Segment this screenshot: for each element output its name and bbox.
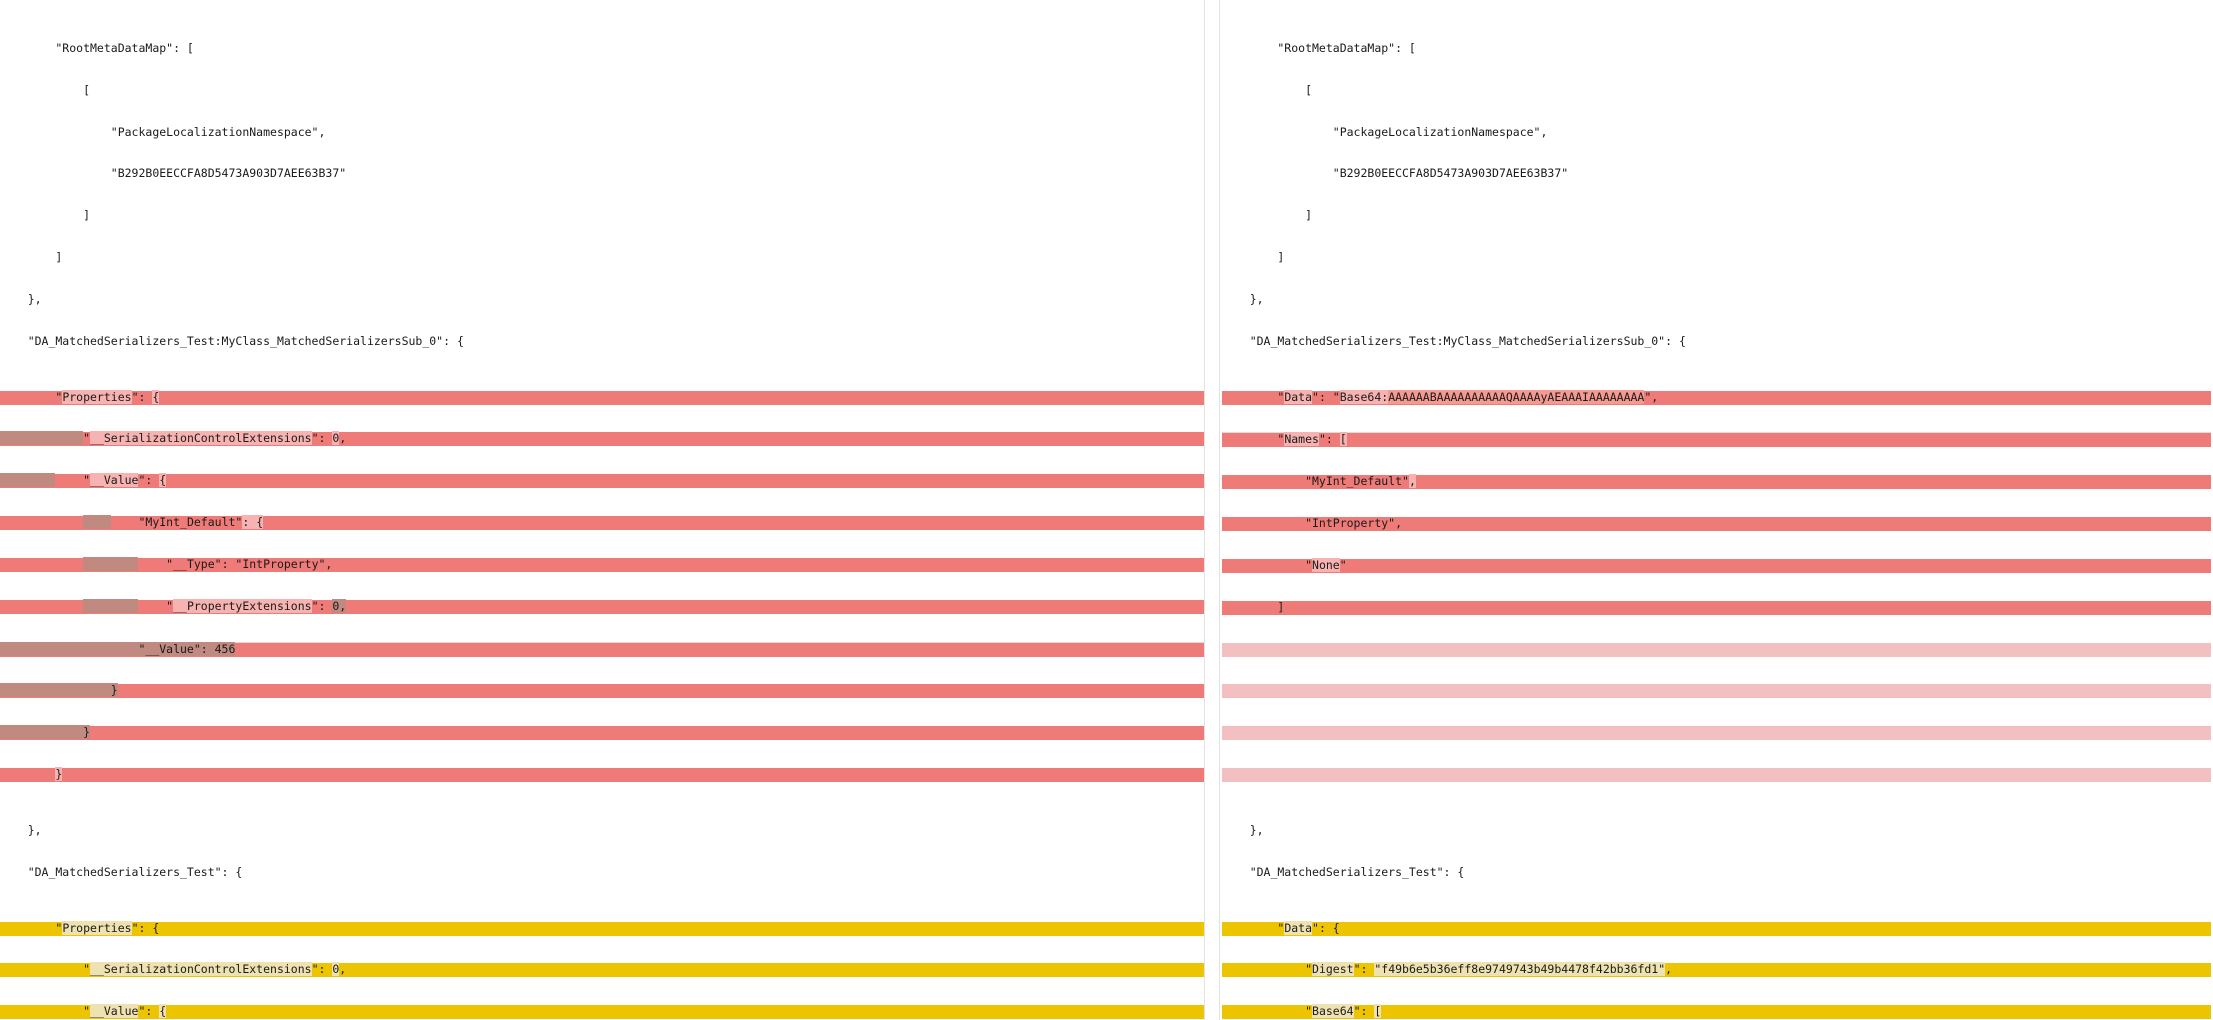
code-line: ] xyxy=(0,250,63,265)
code-line: ] xyxy=(1222,250,1285,265)
code-line-changed: "__Value": { xyxy=(0,1004,1204,1020)
code-line-added: "Data": "Base64:AAAAAABAAAAAAAAAAQAAAAyA… xyxy=(1222,389,2211,405)
code-line-deleted: "Properties": { xyxy=(0,389,1204,405)
code-line: }, xyxy=(1222,822,1264,837)
code-line-deleted: "__SerializationControlExtensions": 0, xyxy=(0,431,1204,447)
code-line-deleted: } xyxy=(0,767,1204,783)
diff-pane-left[interactable]: "RootMetaDataMap": [ [ "PackageLocalizat… xyxy=(0,0,1204,1020)
code-line: "DA_MatchedSerializers_Test": { xyxy=(1222,864,1465,879)
code-line-pad xyxy=(1222,768,2211,783)
code-line-added: "None" xyxy=(1222,557,2211,573)
code-line: [ xyxy=(1222,82,1313,97)
code-line-changed: "Data": { xyxy=(1222,920,2211,936)
code-line-added: "Names": [ xyxy=(1222,432,2211,448)
code-line-deleted: "__Type": "IntProperty", xyxy=(0,556,1204,572)
code-line-added: ] xyxy=(1222,600,2211,615)
code-line-pad xyxy=(1222,642,2211,657)
code-line-deleted: "__PropertyExtensions": 0, xyxy=(0,598,1204,614)
right-code-block: "RootMetaDataMap": [ [ "PackageLocalizat… xyxy=(1220,0,2211,1020)
code-line-pad xyxy=(1222,684,2211,699)
code-line-changed: "Digest": "f49b6e5b36eff8e9749743b49b447… xyxy=(1222,962,2211,978)
code-line-deleted: "MyInt_Default": { xyxy=(0,515,1204,531)
code-line: "PackageLocalizationNamespace", xyxy=(1222,124,1548,139)
code-line: "PackageLocalizationNamespace", xyxy=(0,124,326,139)
code-line-changed: "Properties": { xyxy=(0,920,1204,936)
code-line-added: "IntProperty", xyxy=(1222,516,2211,532)
code-line: "B292B0EECCFA8D5473A903D7AEE63B37" xyxy=(0,166,347,181)
code-line-added: "MyInt_Default", xyxy=(1222,474,2211,490)
code-line: "DA_MatchedSerializers_Test:MyClass_Matc… xyxy=(1222,333,1686,348)
code-line-deleted: } xyxy=(0,683,1204,699)
pane-divider xyxy=(1204,0,1220,1020)
code-line: "DA_MatchedSerializers_Test:MyClass_Matc… xyxy=(0,333,464,348)
code-line-deleted: "__Value": { xyxy=(0,473,1204,489)
code-line-deleted: "__Value": 456 xyxy=(0,641,1204,657)
code-line: "RootMetaDataMap": [ xyxy=(1222,40,1416,55)
code-line-changed: "Base64": [ xyxy=(1222,1004,2211,1020)
code-line-changed: "__SerializationControlExtensions": 0, xyxy=(0,962,1204,978)
code-line: ] xyxy=(0,208,91,223)
code-line: [ xyxy=(0,82,91,97)
code-line: ] xyxy=(1222,208,1313,223)
code-line: }, xyxy=(0,822,42,837)
code-line: }, xyxy=(1222,291,1264,306)
code-line: "B292B0EECCFA8D5473A903D7AEE63B37" xyxy=(1222,166,1569,181)
code-line: "DA_MatchedSerializers_Test": { xyxy=(0,864,243,879)
code-line: }, xyxy=(0,291,42,306)
code-line-deleted: } xyxy=(0,725,1204,741)
code-line-pad xyxy=(1222,726,2211,741)
left-code-block: "RootMetaDataMap": [ [ "PackageLocalizat… xyxy=(0,40,1204,1020)
code-line: "RootMetaDataMap": [ xyxy=(0,40,194,55)
diff-pane-right[interactable]: "RootMetaDataMap": [ [ "PackageLocalizat… xyxy=(1220,0,2211,1020)
